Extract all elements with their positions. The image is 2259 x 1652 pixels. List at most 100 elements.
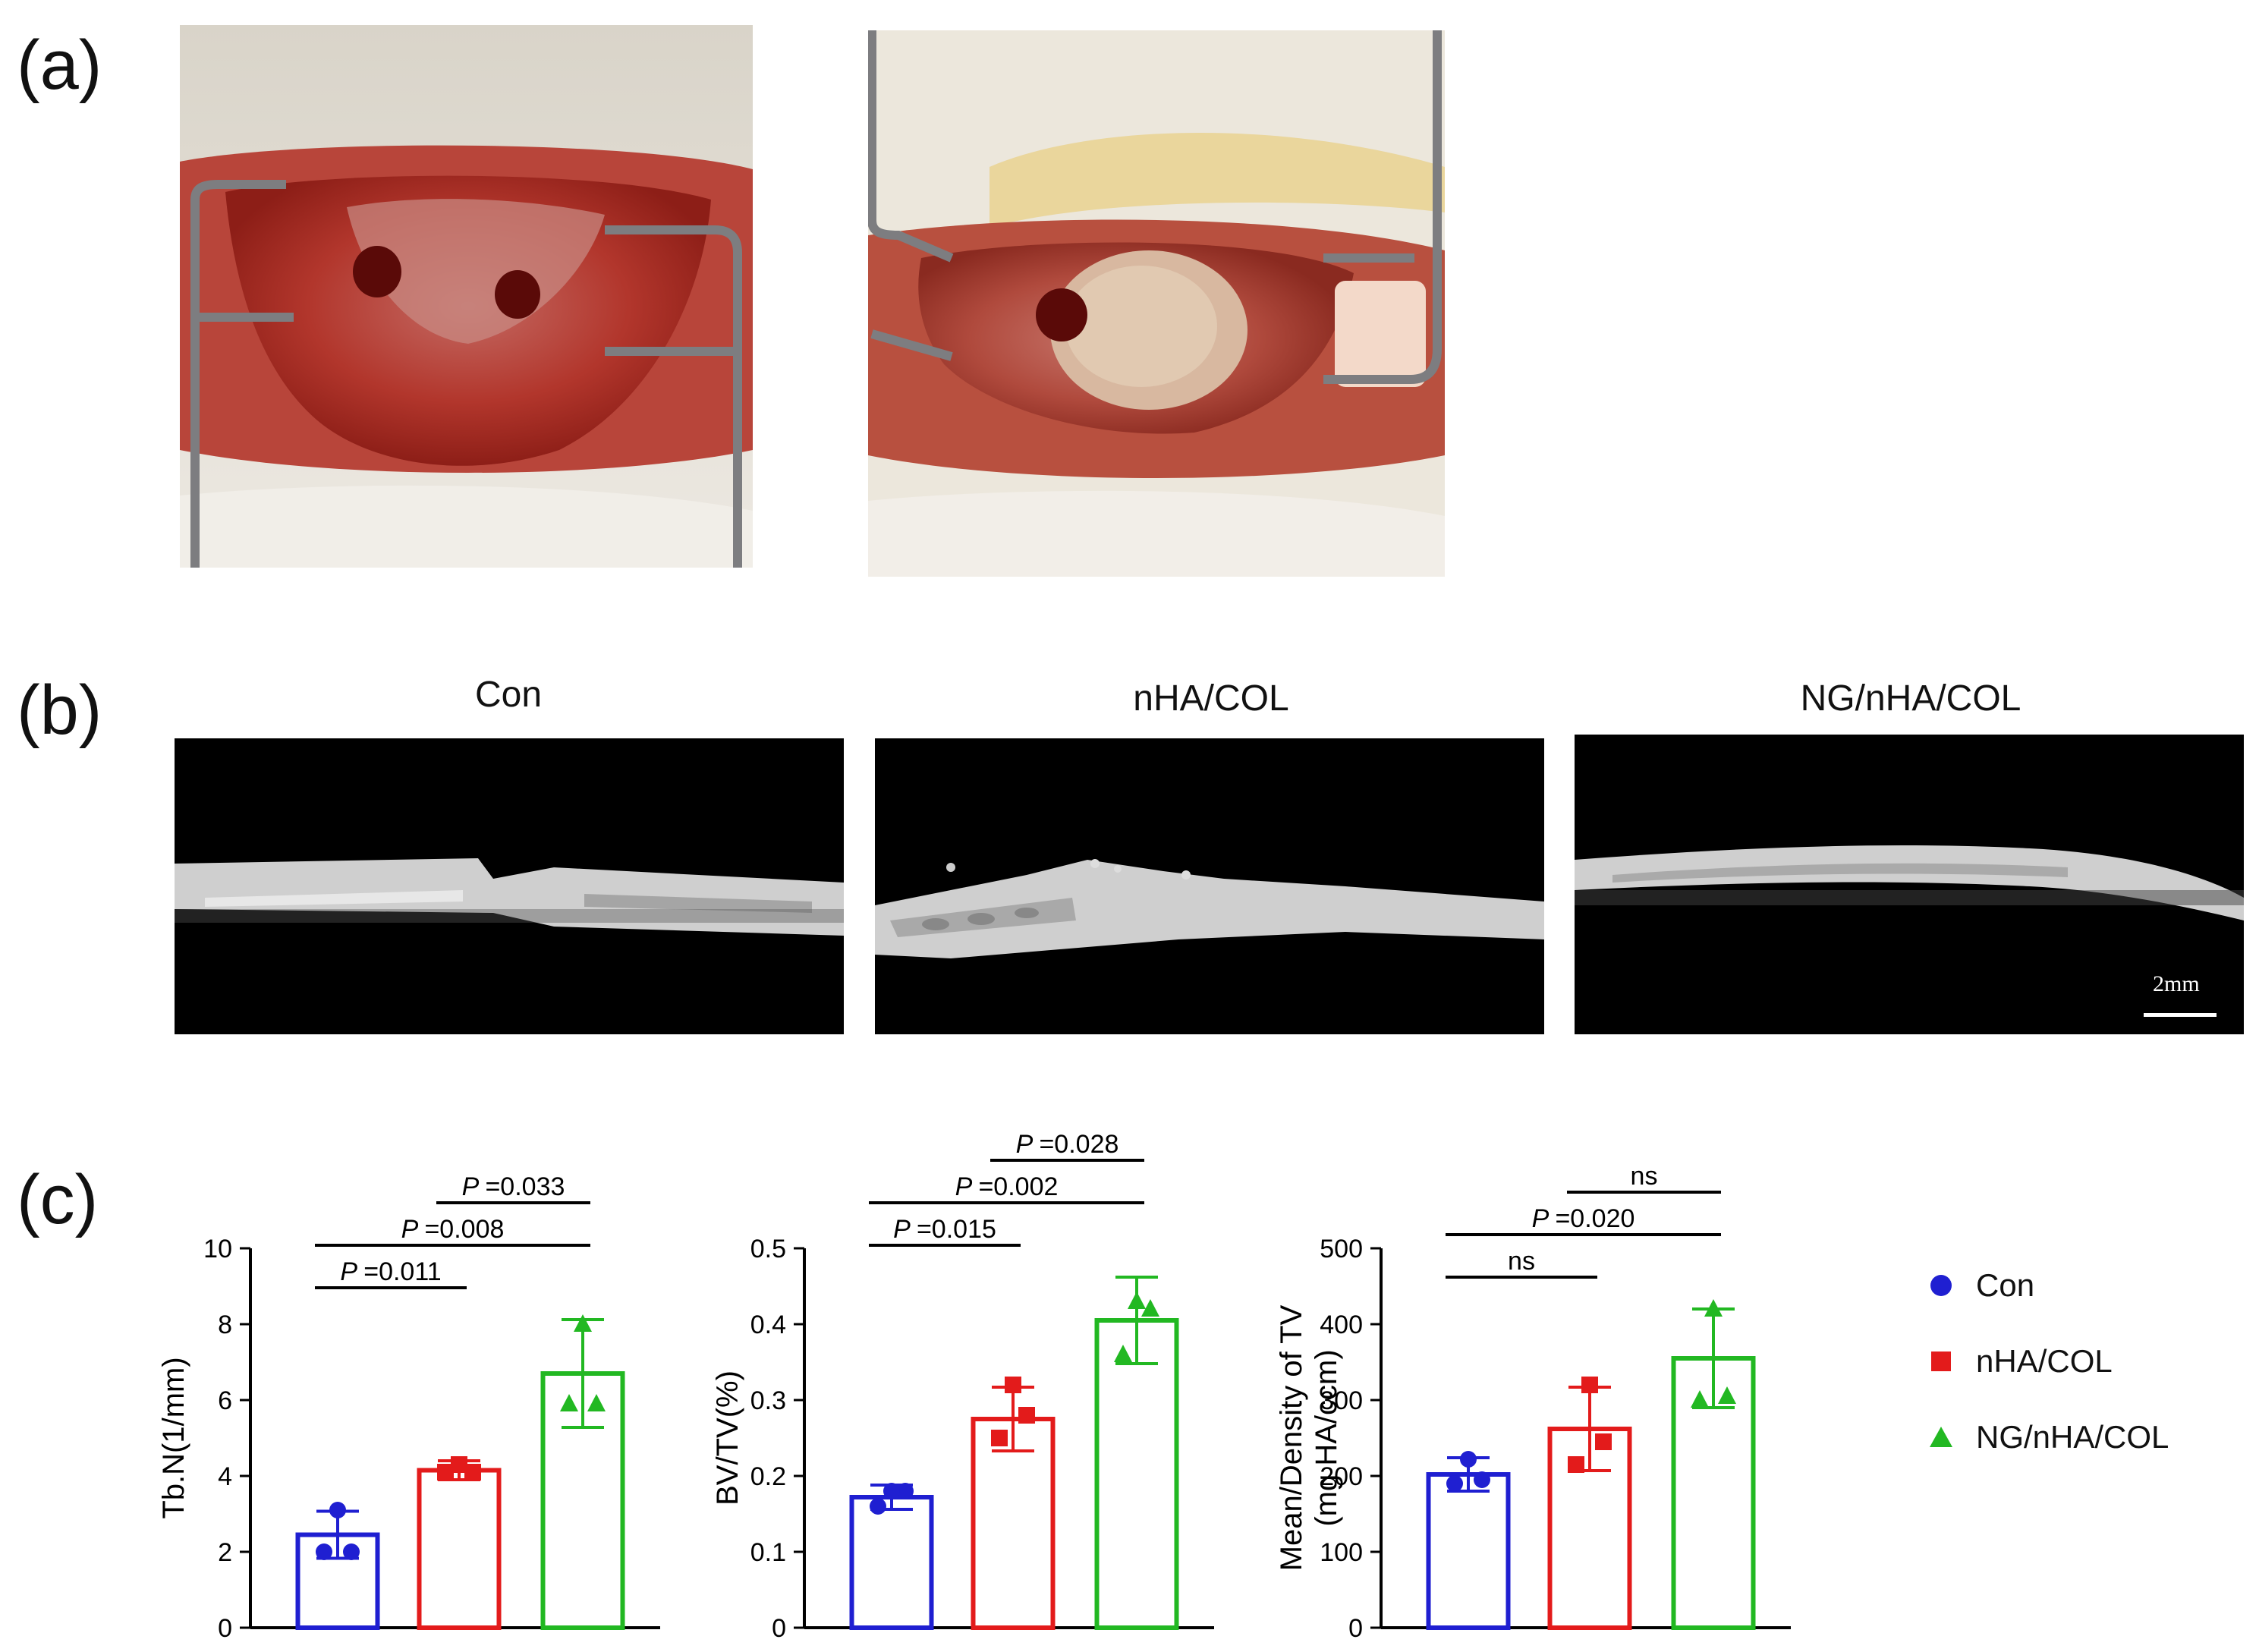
- p-symbol: P: [1016, 1130, 1040, 1159]
- p-symbol: P: [340, 1257, 363, 1286]
- data-point: [1128, 1292, 1146, 1309]
- y-tick-label: 0.2: [750, 1462, 786, 1491]
- p-value: =0.015: [917, 1215, 996, 1244]
- data-point: [1005, 1377, 1021, 1393]
- y-tick-label: 4: [218, 1462, 232, 1491]
- p-value: =0.011: [363, 1257, 441, 1286]
- ct-image-nha-col: [875, 738, 1544, 1034]
- data-point: [1460, 1451, 1477, 1468]
- data-point: [897, 1483, 914, 1499]
- comparison-label: P =0.011: [340, 1257, 441, 1286]
- y-tick-label: 0: [772, 1614, 786, 1643]
- ct-image-ng-nha-col: 2mm: [1575, 735, 2244, 1034]
- comparison-label: P =0.028: [1016, 1130, 1119, 1159]
- y-axis-label: Tb.N(1/mm): [157, 1357, 190, 1518]
- ct-title-nha-col: nHA/COL: [1133, 678, 1289, 719]
- data-point: [437, 1464, 454, 1481]
- data-point: [451, 1456, 467, 1473]
- data-point: [1581, 1377, 1598, 1393]
- data-point: [1474, 1471, 1490, 1488]
- comparison-label: P =0.008: [401, 1215, 505, 1244]
- chart-mean-density: 0 100 200 300 400 500 Mean/Density of TV (mg HA…: [1275, 1162, 1791, 1643]
- data-point: [574, 1314, 592, 1332]
- surgery-photo-left: [180, 25, 753, 568]
- legend-item-nha-col: nHA/COL: [1927, 1343, 2113, 1380]
- p-value: =0.028: [1039, 1130, 1118, 1159]
- comparison-label: P =0.002: [955, 1172, 1059, 1201]
- bar-ng-nha-col: [1094, 1318, 1179, 1630]
- data-point: [1446, 1475, 1463, 1492]
- scale-bar-label: 2mm: [2153, 971, 2200, 996]
- comparison-label: P =0.020: [1532, 1204, 1635, 1233]
- panel-label-b: (b): [17, 672, 102, 749]
- p-value: =0.002: [978, 1172, 1058, 1201]
- y-tick-label: 8: [218, 1311, 232, 1339]
- data-point: [1114, 1345, 1132, 1362]
- p-symbol: P: [893, 1215, 917, 1244]
- comparison-label: P =0.033: [462, 1172, 565, 1201]
- panel-label-c: (c): [17, 1161, 99, 1238]
- y-tick-label: 0.4: [750, 1311, 786, 1339]
- data-point: [1691, 1390, 1709, 1408]
- p-symbol: P: [1532, 1204, 1556, 1233]
- p-value: ns: [1508, 1247, 1535, 1276]
- y-tick-label: 0: [218, 1614, 232, 1643]
- p-symbol: P: [401, 1215, 425, 1244]
- y-tick-label: 2: [218, 1538, 232, 1567]
- legend-label: nHA/COL: [1976, 1343, 2113, 1379]
- data-point: [560, 1394, 578, 1411]
- p-value: =0.008: [424, 1215, 504, 1244]
- p-symbol: P: [462, 1172, 486, 1201]
- data-point: [1595, 1433, 1612, 1450]
- y-axis-label: BV/TV(%): [711, 1370, 744, 1506]
- y-tick-label: 100: [1320, 1538, 1363, 1567]
- data-point: [587, 1394, 606, 1411]
- data-point: [1568, 1456, 1584, 1473]
- data-point: [1141, 1299, 1159, 1317]
- ct-title-ng-nha-col: NG/nHA/COL: [1800, 678, 2021, 719]
- panel-label-a: (a): [17, 27, 102, 104]
- legend-marker-square-icon: [1931, 1351, 1951, 1371]
- y-tick-label: 0.3: [750, 1386, 786, 1415]
- scale-bar: [2144, 1013, 2217, 1017]
- y-tick-label: 6: [218, 1386, 232, 1415]
- y-axis-label: Mean/Density of TV: [1275, 1304, 1308, 1571]
- data-point: [316, 1543, 332, 1560]
- data-point: [870, 1498, 886, 1515]
- comparison-label: P =0.015: [893, 1215, 996, 1244]
- p-value: =0.033: [485, 1172, 565, 1201]
- legend-item-ng-nha-col: NG/nHA/COL: [1927, 1419, 2169, 1455]
- p-symbol: P: [955, 1172, 979, 1201]
- y-tick-label: 200: [1320, 1462, 1363, 1491]
- data-point: [1718, 1386, 1736, 1404]
- legend-label: NG/nHA/COL: [1976, 1419, 2169, 1455]
- y-tick-label: 500: [1320, 1235, 1363, 1263]
- legend-label: Con: [1976, 1267, 2035, 1303]
- data-point: [991, 1430, 1008, 1446]
- legend-marker-triangle-icon: [1930, 1427, 1952, 1447]
- y-axis-label-unit: (mg HA/ccm): [1310, 1349, 1343, 1526]
- data-point: [464, 1464, 481, 1481]
- y-tick-label: 0.5: [750, 1235, 786, 1263]
- data-point: [329, 1502, 346, 1518]
- bar-nha-col: [417, 1468, 502, 1630]
- p-value: ns: [1631, 1162, 1658, 1191]
- p-value: =0.020: [1555, 1204, 1634, 1233]
- bar-con: [1426, 1472, 1511, 1630]
- data-point: [343, 1543, 360, 1560]
- comparison-label: ns: [1631, 1162, 1658, 1191]
- y-tick-label: 10: [203, 1235, 232, 1263]
- surgery-photo-right: [868, 30, 1445, 577]
- data-point: [883, 1483, 900, 1499]
- data-point: [1704, 1299, 1723, 1317]
- legend-item-con: Con: [1927, 1267, 2034, 1304]
- legend-marker-circle-icon: [1930, 1275, 1952, 1296]
- y-tick-label: 0.1: [750, 1538, 786, 1567]
- y-tick-label: 400: [1320, 1311, 1363, 1339]
- bar-con: [849, 1495, 934, 1630]
- data-point: [1018, 1407, 1035, 1424]
- y-tick-label: 0: [1348, 1614, 1363, 1643]
- y-tick-label: 300: [1320, 1386, 1363, 1415]
